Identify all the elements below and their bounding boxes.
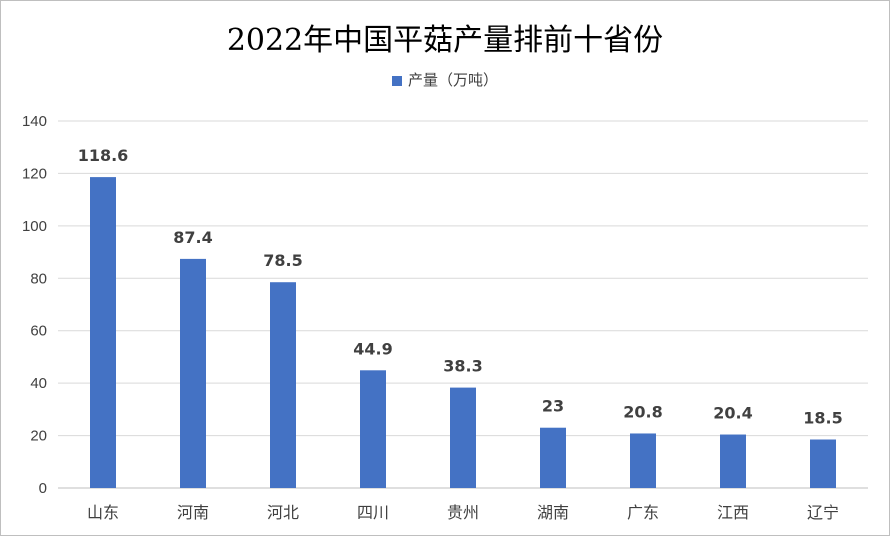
bar — [630, 433, 656, 488]
x-tick-label: 贵州 — [447, 503, 479, 522]
x-tick-label: 湖南 — [537, 503, 569, 522]
chart-title: 2022年中国平菇产量排前十省份 — [226, 23, 664, 58]
legend-label: 产量（万吨） — [407, 71, 498, 89]
x-tick-label: 辽宁 — [807, 503, 839, 522]
x-tick-label: 河南 — [177, 503, 209, 522]
data-label: 20.8 — [623, 402, 662, 421]
x-tick-label: 江西 — [717, 503, 749, 522]
x-tick-label: 四川 — [357, 503, 389, 522]
bar — [450, 387, 476, 488]
data-label: 18.5 — [803, 409, 842, 428]
legend-swatch — [391, 75, 402, 86]
data-label: 23 — [542, 397, 564, 416]
x-tick-label: 广东 — [627, 503, 659, 522]
data-label: 38.3 — [443, 357, 482, 376]
y-tick-label: 0 — [39, 480, 47, 497]
y-tick-label: 140 — [22, 113, 47, 130]
data-label: 20.4 — [713, 404, 752, 423]
y-tick-label: 100 — [22, 218, 47, 235]
x-tick-label: 河北 — [267, 503, 299, 522]
data-label: 44.9 — [353, 339, 392, 358]
bar — [360, 370, 386, 488]
bar — [90, 177, 116, 488]
y-tick-label: 60 — [30, 323, 47, 340]
legend: 产量（万吨） — [1, 69, 889, 90]
y-tick-label: 20 — [30, 428, 47, 445]
x-tick-label: 山东 — [87, 503, 119, 522]
y-tick-label: 120 — [22, 165, 47, 182]
bar — [720, 434, 746, 488]
bar — [270, 282, 296, 488]
data-label: 87.4 — [173, 228, 212, 247]
bar — [540, 427, 566, 488]
data-label: 118.6 — [78, 146, 129, 165]
bar — [810, 439, 836, 488]
y-tick-label: 80 — [30, 270, 47, 287]
y-tick-label: 40 — [30, 375, 47, 392]
bar — [180, 258, 206, 488]
data-label: 78.5 — [263, 251, 302, 270]
